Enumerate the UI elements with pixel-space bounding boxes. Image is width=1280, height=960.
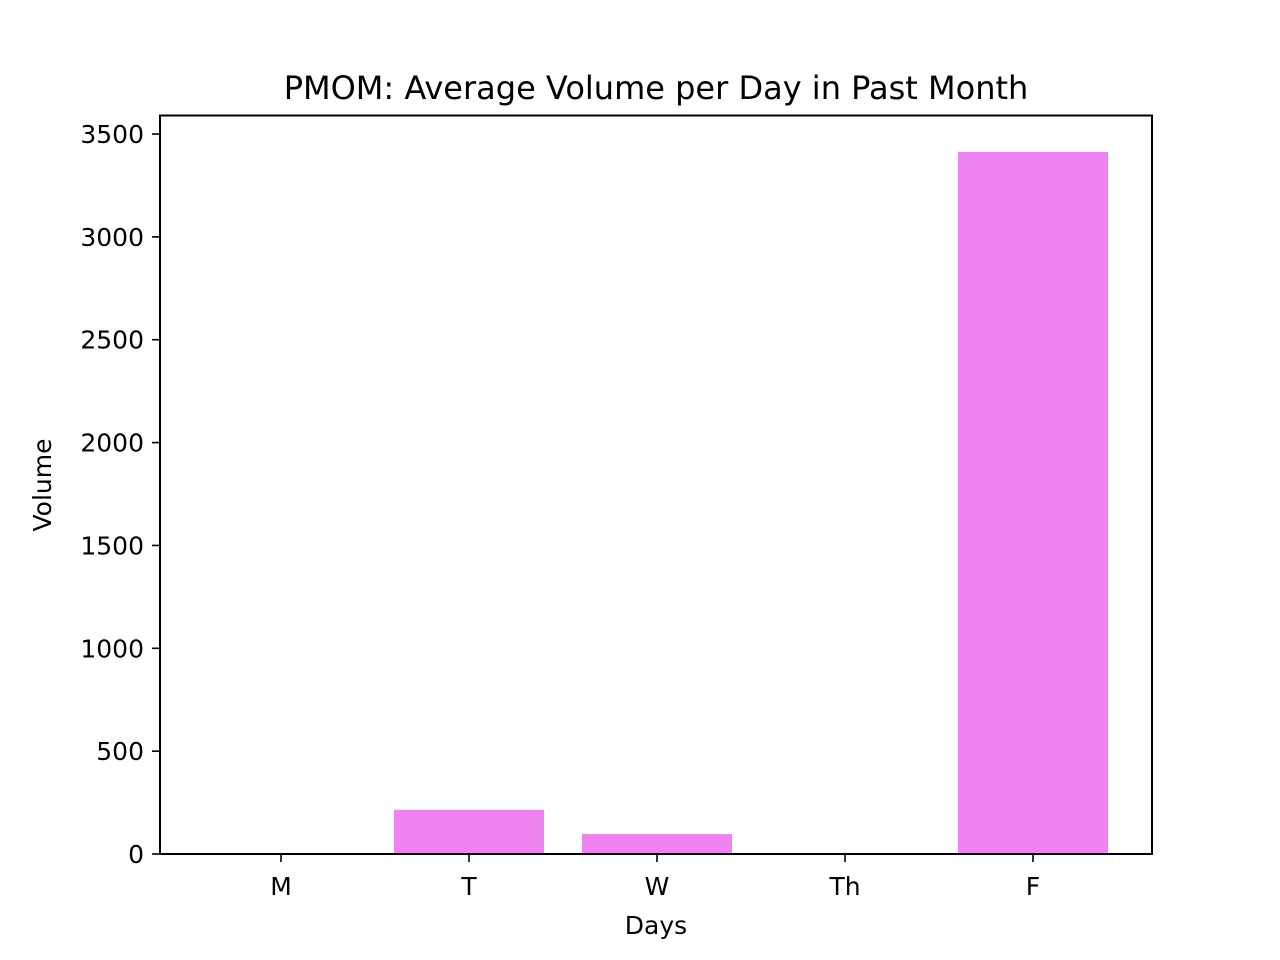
plot-frame [159, 114, 1153, 855]
y-tick-label: 2500 [80, 326, 144, 355]
chart-title: PMOM: Average Volume per Day in Past Mon… [284, 69, 1029, 107]
x-tick-label: F [1026, 872, 1040, 901]
bar-w [582, 834, 732, 854]
y-tick-label: 3000 [80, 223, 144, 252]
y-tick-label: 3500 [80, 120, 144, 149]
x-tick-label: M [270, 872, 292, 901]
y-tick-label: 1000 [80, 634, 144, 663]
y-tick-label: 0 [128, 840, 144, 869]
y-axis: 0 500 1000 1500 2000 2500 3000 3500 [80, 120, 160, 869]
x-axis-label: Days [625, 911, 687, 940]
x-tick-label: Th [828, 872, 860, 901]
x-tick-label: W [645, 872, 670, 901]
y-tick-label: 2000 [80, 429, 144, 458]
x-tick-label: T [460, 872, 477, 901]
bar-t [394, 809, 544, 854]
bars-group [394, 151, 1108, 855]
y-axis-label: Volume [28, 439, 57, 532]
bar-f [958, 151, 1108, 855]
x-axis: M T W Th F [270, 854, 1040, 901]
y-tick-label: 500 [96, 737, 144, 766]
y-tick-label: 1500 [80, 531, 144, 560]
